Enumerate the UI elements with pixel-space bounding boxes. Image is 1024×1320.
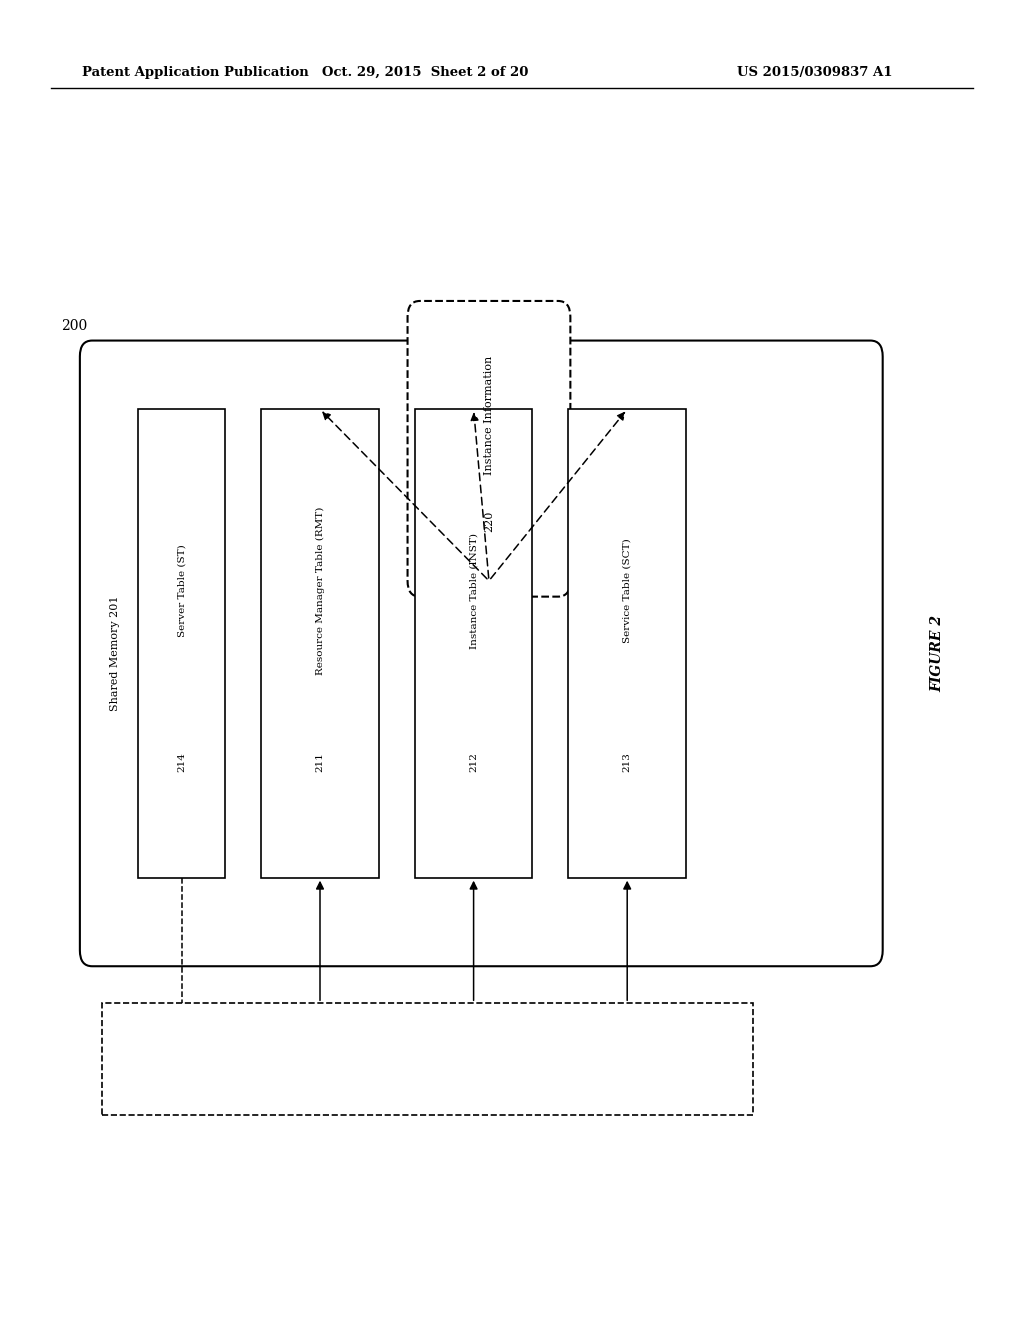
Text: FIGURE 2: FIGURE 2 [930,615,944,692]
Bar [415,409,532,878]
Text: Shared Memory 201: Shared Memory 201 [110,595,120,711]
Text: 212: 212 [469,752,478,772]
Text: Oct. 29, 2015  Sheet 2 of 20: Oct. 29, 2015 Sheet 2 of 20 [322,66,528,79]
Text: Instance Information: Instance Information [484,356,494,475]
Text: US 2015/0309837 A1: US 2015/0309837 A1 [737,66,893,79]
Text: 200: 200 [60,318,87,333]
Text: Resource Manager Table (RMT): Resource Manager Table (RMT) [315,507,325,675]
Text: 213: 213 [623,752,632,772]
FancyBboxPatch shape [80,341,883,966]
Text: Instance Table (INST): Instance Table (INST) [469,533,478,648]
Text: Server Table (ST): Server Table (ST) [177,544,186,638]
Bar [102,1003,753,1115]
FancyBboxPatch shape [408,301,570,597]
Text: 220: 220 [484,511,494,532]
Bar [261,409,379,878]
Text: 214: 214 [177,752,186,772]
Text: Patent Application Publication: Patent Application Publication [82,66,308,79]
Text: Service Table (SCT): Service Table (SCT) [623,539,632,643]
Text: 211: 211 [315,752,325,772]
Bar [568,409,686,878]
Bar [138,409,225,878]
